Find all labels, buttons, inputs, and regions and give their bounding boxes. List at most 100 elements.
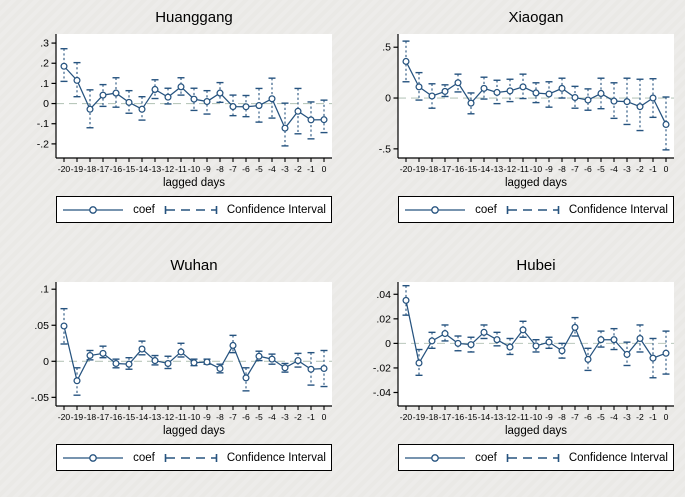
- svg-text:-4: -4: [610, 164, 618, 174]
- svg-text:-9: -9: [203, 164, 211, 174]
- svg-text:.2: .2: [40, 58, 49, 70]
- panel-hubei: Hubei .04.02 0 -.02 -.04 -20 -19 -18 -17 -16 -15-…: [342, 248, 685, 497]
- svg-text:-19: -19: [413, 412, 426, 422]
- svg-text:-6: -6: [584, 164, 592, 174]
- ci-swatch: [506, 204, 560, 216]
- svg-text:-.02: -.02: [373, 362, 391, 374]
- legend-box: coef Confidence Interval: [398, 444, 674, 471]
- svg-text:.1: .1: [40, 78, 49, 90]
- svg-text:-9: -9: [203, 412, 211, 422]
- legend-coef-label: coef: [475, 203, 497, 216]
- coef-line-swatch: [62, 453, 124, 463]
- svg-text:-13: -13: [491, 412, 504, 422]
- svg-text:-11: -11: [517, 164, 529, 174]
- svg-text:-8: -8: [558, 164, 566, 174]
- svg-text:.5: .5: [382, 42, 391, 54]
- chart-title: Huanggang: [155, 9, 233, 26]
- svg-text:-18: -18: [84, 412, 97, 422]
- coef-series: [402, 296, 670, 367]
- svg-text:0: 0: [385, 338, 391, 350]
- legend-box: coef Confidence Interval: [56, 196, 332, 223]
- svg-text:-15: -15: [123, 164, 136, 174]
- svg-text:-3: -3: [281, 164, 289, 174]
- svg-text:-11: -11: [175, 164, 187, 174]
- svg-text:-9: -9: [545, 164, 553, 174]
- legend-ci-label: Confidence Interval: [226, 451, 326, 464]
- svg-text:-10: -10: [530, 412, 543, 422]
- svg-text:-17: -17: [97, 412, 110, 422]
- svg-text:-19: -19: [71, 412, 84, 422]
- x-axis-ticks: -20 -19 -18 -17 -16 -15 -14 -13 -12 -11 -10 -9 -8 -7-…: [400, 406, 669, 422]
- coef-plot-wuhan: .1.050-.05-20 -19 -18 -17 -16 -15 -14 -13 -12 -11…: [31, 282, 332, 422]
- svg-text:-11: -11: [175, 412, 187, 422]
- svg-text:-5: -5: [597, 412, 605, 422]
- svg-text:-6: -6: [584, 412, 592, 422]
- x-axis-ticks: -20 -19 -18 -17 -16 -15 -14 -13 -12 -11 -10 -9 -8 -7-…: [58, 158, 327, 174]
- svg-text:-8: -8: [216, 164, 224, 174]
- svg-text:-10: -10: [188, 412, 201, 422]
- svg-text:-2: -2: [294, 164, 302, 174]
- svg-text:0: 0: [664, 412, 669, 422]
- svg-text:.02: .02: [376, 313, 391, 325]
- x-axis-ticks: -20 -19 -18 -17 -16 -15 -14 -13 -12 -11 -10 -9 -8 -7-…: [400, 158, 669, 174]
- x-axis-label: lagged days: [162, 177, 226, 189]
- svg-text:-7: -7: [229, 164, 237, 174]
- svg-text:-.1: -.1: [37, 118, 49, 130]
- coef-plot-xiaogan: .50-.5-20 -19 -18 -17 -16 -15 -14 -13 -12 -11 -10-…: [379, 34, 674, 174]
- y-axis-ticks: .04 .02 0 -.02 -.04: [373, 289, 398, 399]
- panel-huanggang: Huanggang .3.2.1 0 -.1 -.2 -20 -19 -18 -17 -16 -1…: [0, 0, 342, 248]
- legend-ci-label: Confidence Interval: [568, 203, 668, 216]
- svg-text:-5: -5: [255, 164, 263, 174]
- svg-text:-2: -2: [636, 164, 644, 174]
- svg-text:-2: -2: [294, 412, 302, 422]
- legend-ci-label: Confidence Interval: [568, 451, 668, 464]
- svg-text:-.05: -.05: [31, 392, 49, 404]
- svg-text:-19: -19: [71, 164, 84, 174]
- svg-text:-1: -1: [307, 164, 315, 174]
- svg-text:-10: -10: [530, 164, 543, 174]
- svg-text:-5: -5: [597, 164, 605, 174]
- chart-title: Wuhan: [170, 257, 218, 274]
- svg-text:-16: -16: [452, 164, 465, 174]
- svg-text:.3: .3: [40, 38, 49, 50]
- svg-text:-15: -15: [123, 412, 136, 422]
- coef-series: [60, 322, 328, 385]
- legend-ci-label: Confidence Interval: [226, 203, 326, 216]
- svg-text:-17: -17: [97, 164, 110, 174]
- coef-line-swatch: [404, 453, 466, 463]
- svg-text:-16: -16: [110, 164, 123, 174]
- svg-text:-12: -12: [504, 164, 517, 174]
- svg-text:0: 0: [43, 356, 49, 368]
- svg-text:-15: -15: [465, 412, 478, 422]
- svg-text:0: 0: [43, 98, 49, 110]
- svg-text:-.04: -.04: [373, 387, 391, 399]
- svg-text:-13: -13: [149, 412, 162, 422]
- svg-text:-4: -4: [610, 412, 618, 422]
- svg-text:-3: -3: [623, 412, 631, 422]
- svg-text:-3: -3: [281, 412, 289, 422]
- ci-swatch: [164, 204, 218, 216]
- x-axis-label: lagged days: [504, 177, 568, 189]
- svg-text:-19: -19: [413, 164, 426, 174]
- svg-text:-18: -18: [426, 164, 439, 174]
- svg-text:-7: -7: [571, 412, 579, 422]
- svg-text:-12: -12: [504, 412, 517, 422]
- svg-text:-11: -11: [517, 412, 529, 422]
- plot-area: [56, 282, 332, 406]
- svg-text:.05: .05: [34, 320, 49, 332]
- svg-text:-14: -14: [136, 412, 149, 422]
- coef-series: [60, 62, 328, 132]
- chart-title: Xiaogan: [508, 9, 564, 26]
- x-axis-ticks: -20 -19 -18 -17 -16 -15 -14 -13 -12 -11 -10 -9 -8 -7-…: [58, 406, 327, 422]
- svg-text:.04: .04: [376, 289, 391, 301]
- legend-coef-label: coef: [475, 451, 497, 464]
- coef-series: [402, 57, 670, 128]
- svg-text:0: 0: [322, 412, 327, 422]
- svg-text:-5: -5: [255, 412, 263, 422]
- svg-text:-16: -16: [110, 412, 123, 422]
- legend-coef-label: coef: [133, 203, 155, 216]
- svg-text:-13: -13: [149, 164, 162, 174]
- svg-text:-14: -14: [478, 412, 491, 422]
- svg-text:-6: -6: [242, 164, 250, 174]
- panel-wuhan: Wuhan .1.05 0 -.05 -20 -19 -18 -17 -16 -15 -14 -13…: [0, 248, 342, 497]
